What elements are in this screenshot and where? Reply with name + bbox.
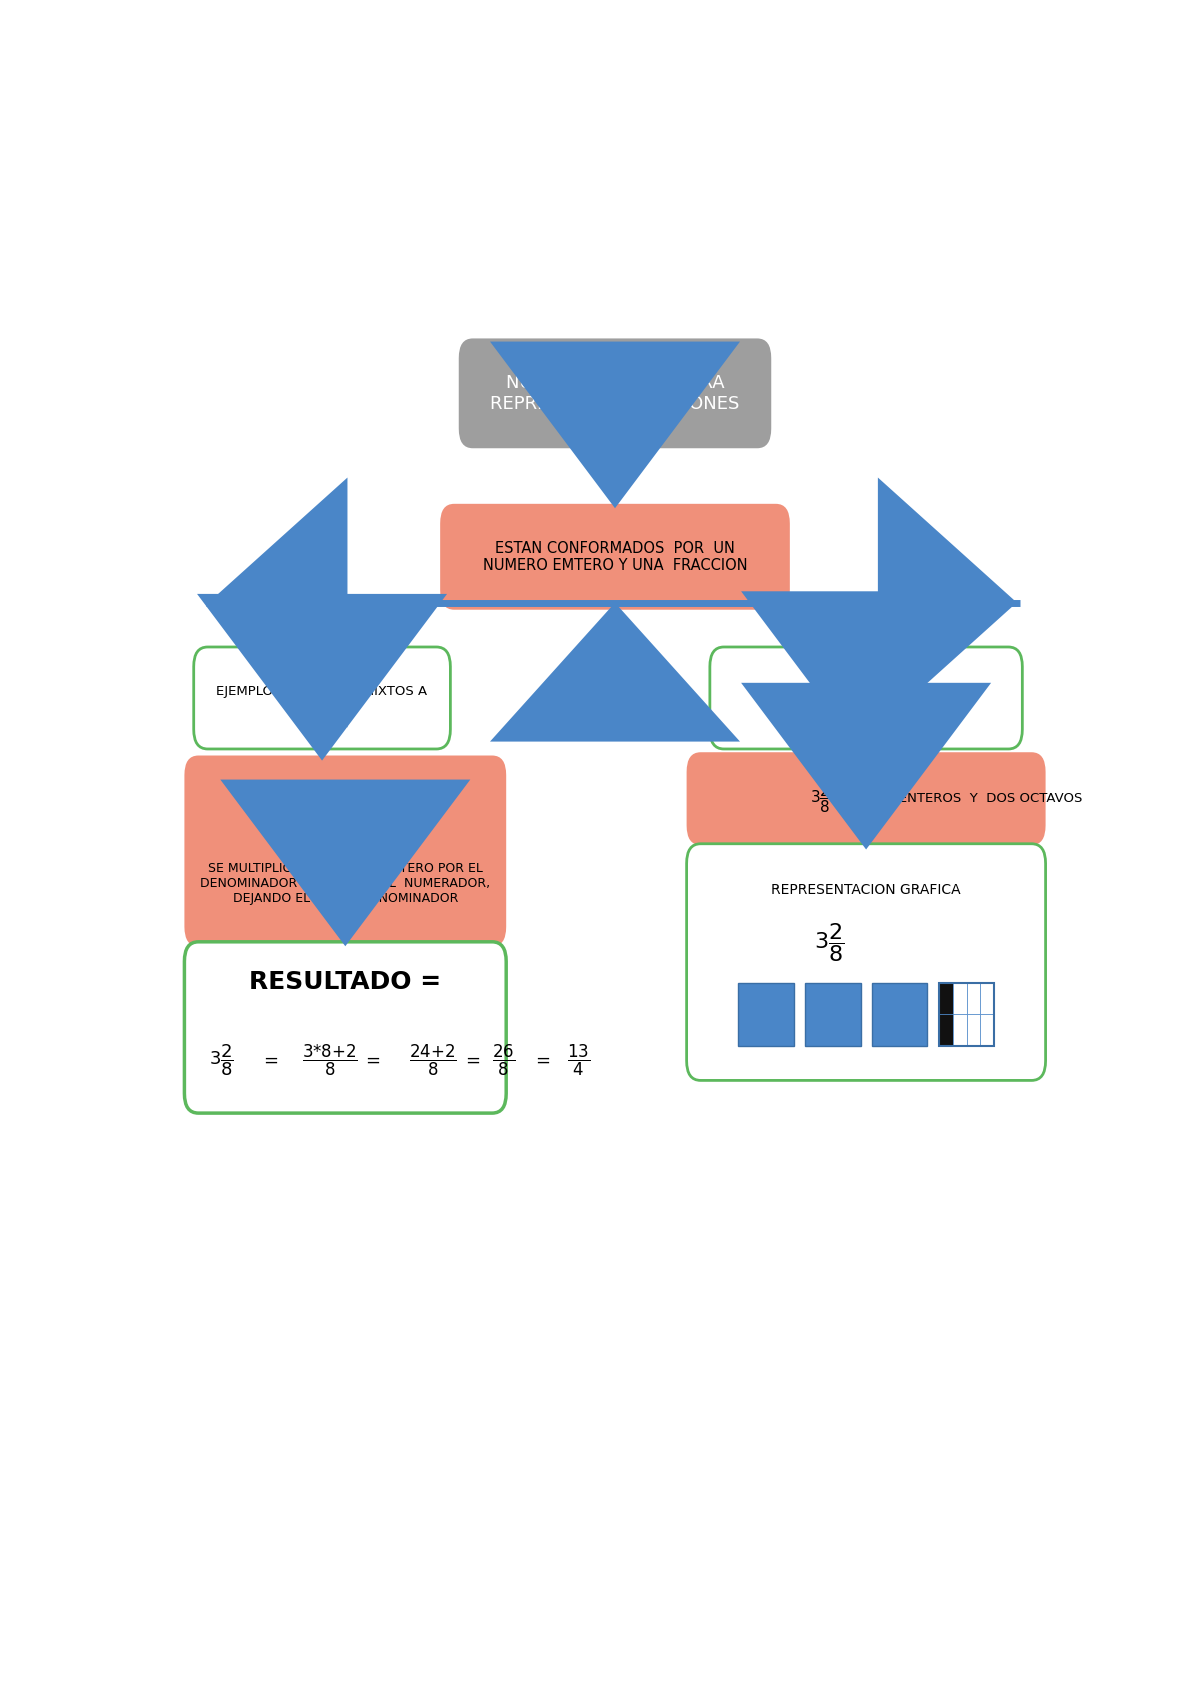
Bar bbox=[953, 983, 966, 1014]
Bar bbox=[980, 983, 995, 1014]
Text: $\dfrac{26}{8}$: $\dfrac{26}{8}$ bbox=[492, 1043, 515, 1078]
Text: $3\dfrac{2}{8}$: $3\dfrac{2}{8}$ bbox=[326, 791, 364, 846]
FancyBboxPatch shape bbox=[738, 983, 793, 1046]
Bar bbox=[938, 983, 953, 1014]
FancyBboxPatch shape bbox=[871, 983, 928, 1046]
Text: $=$: $=$ bbox=[259, 1051, 278, 1070]
Text: RESULTADO =: RESULTADO = bbox=[250, 970, 442, 993]
Text: $\dfrac{13}{4}$: $\dfrac{13}{4}$ bbox=[566, 1043, 589, 1078]
Text: REPRESENTACION NUMERICA: REPRESENTACION NUMERICA bbox=[764, 691, 967, 705]
Text: EJEMPLO DE NÚMERO MIXTOS A
FRACCION: EJEMPLO DE NÚMERO MIXTOS A FRACCION bbox=[216, 683, 427, 713]
Text: $=$: $=$ bbox=[533, 1051, 551, 1070]
Text: $\dfrac{24{+}2}{8}$: $\dfrac{24{+}2}{8}$ bbox=[408, 1043, 456, 1078]
FancyBboxPatch shape bbox=[440, 504, 790, 610]
Text: $=$: $=$ bbox=[462, 1051, 480, 1070]
Text: $3\dfrac{2}{8}$: $3\dfrac{2}{8}$ bbox=[810, 783, 832, 815]
FancyBboxPatch shape bbox=[185, 756, 506, 946]
Text: $3\dfrac{2}{8}$: $3\dfrac{2}{8}$ bbox=[814, 920, 844, 964]
Text: $3\dfrac{2}{8}$: $3\dfrac{2}{8}$ bbox=[209, 1043, 234, 1078]
Text: NUMEROS MIXTOS PARA
REPRESENTAR FRACCIONES: NUMEROS MIXTOS PARA REPRESENTAR FRACCION… bbox=[491, 374, 739, 413]
Bar bbox=[953, 1014, 966, 1046]
Bar bbox=[966, 1014, 980, 1046]
Bar bbox=[938, 1014, 953, 1046]
Text: TRES  ENTEROS  Y  DOS OCTAVOS: TRES ENTEROS Y DOS OCTAVOS bbox=[847, 793, 1082, 805]
FancyBboxPatch shape bbox=[185, 942, 506, 1114]
FancyBboxPatch shape bbox=[193, 647, 450, 749]
FancyBboxPatch shape bbox=[458, 338, 772, 448]
Bar bbox=[980, 1014, 995, 1046]
FancyBboxPatch shape bbox=[686, 844, 1045, 1080]
Text: $=$: $=$ bbox=[362, 1051, 380, 1070]
Text: $\dfrac{3{*}8{+}2}{8}$: $\dfrac{3{*}8{+}2}{8}$ bbox=[301, 1043, 358, 1078]
FancyBboxPatch shape bbox=[710, 647, 1022, 749]
FancyBboxPatch shape bbox=[805, 983, 860, 1046]
Text: SE MULTIPLICA EL NUMERO ENTERO POR EL
DENOMINADOR  Y SE  SUMA EL  NUMERADOR,
DEJ: SE MULTIPLICA EL NUMERO ENTERO POR EL DE… bbox=[200, 863, 491, 905]
Text: REPRESENTACION GRAFICA: REPRESENTACION GRAFICA bbox=[772, 883, 961, 897]
FancyBboxPatch shape bbox=[686, 752, 1045, 846]
Bar bbox=[966, 983, 980, 1014]
Text: ESTAN CONFORMADOS  POR  UN
NUMERO EMTERO Y UNA  FRACCION: ESTAN CONFORMADOS POR UN NUMERO EMTERO Y… bbox=[482, 540, 748, 572]
